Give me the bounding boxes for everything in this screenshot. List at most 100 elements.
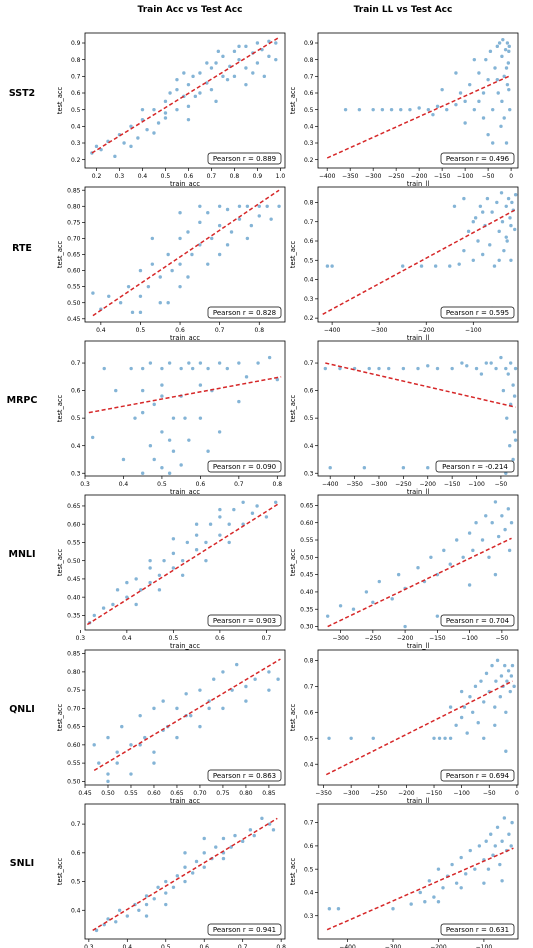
data-point [459,886,463,890]
data-point [426,466,430,470]
data-point [204,540,208,545]
data-point [253,677,257,681]
y-tick-label: 0.40 [300,589,314,596]
data-point [267,54,271,59]
plot-area [318,187,518,322]
x-tick-label: 0.55 [124,790,138,797]
data-point [160,366,164,371]
data-point [454,723,458,727]
y-tick-label: 0.6 [304,843,314,850]
scatter-points [327,816,514,911]
data-point [432,895,436,899]
data-point [187,361,191,365]
y-tick-label: 0.5 [304,415,314,422]
y-tick-label: 0.30 [300,624,314,631]
x-axis-label: train_acc [170,488,200,496]
data-point [92,613,97,618]
x-tick-label: −100 [461,635,478,642]
data-point [481,116,486,120]
data-point [187,438,191,442]
y-axis-label: test_acc [56,549,64,577]
data-point [486,77,490,82]
x-tick-label: −150 [434,173,451,180]
data-point [387,366,391,371]
y-axis-label: test_acc [289,704,297,732]
data-point [198,383,203,387]
x-axis-label: train_ll [407,642,429,650]
data-point [459,715,464,720]
data-point [503,47,508,52]
data-point [218,533,222,537]
data-point [504,366,508,371]
pearson-annotation: Pearson r = 0.828 [213,309,276,317]
data-point [380,107,385,112]
data-point [489,832,493,836]
data-point [167,438,172,442]
data-point [225,366,230,371]
pearson-annotation: Pearson r = 0.889 [213,155,276,163]
data-point [500,514,504,518]
data-point [443,736,447,740]
panel-qnli-ll: −350 −300 −250 −200 −150 −100 −50 0 0.4 0.5 0.6 0.7… [289,649,519,805]
data-point [431,112,435,117]
data-point [217,204,222,208]
data-point [117,908,122,912]
y-tick-label: 0.8 [304,657,314,664]
plot-area [318,495,518,630]
y-tick-label: 0.75 [67,219,81,226]
data-point [198,416,203,420]
y-tick-label: 0.5 [71,415,81,422]
data-point [221,856,226,861]
data-point [136,136,140,140]
x-tick-label: 0.4 [119,481,129,488]
x-tick-label: 0.8 [273,481,283,488]
y-tick-label: 0.2 [304,315,314,322]
x-tick-label: 0.2 [92,173,102,180]
x-axis-label: train_acc [170,180,200,188]
data-point [249,223,254,228]
y-axis-label: test_acc [289,395,297,423]
data-point [448,562,452,566]
data-point [512,394,517,398]
data-point [482,736,486,740]
data-point [507,87,511,92]
y-tick-label: 0.3 [304,913,314,920]
y-tick-label: 0.60 [67,268,81,275]
x-tick-label: 0.80 [239,790,253,797]
data-point [490,210,494,214]
data-point [330,264,334,268]
data-point [499,124,503,129]
y-tick-label: 0.6 [304,90,314,97]
data-point [198,220,202,225]
data-point [336,907,341,911]
data-point [454,881,459,885]
data-point [509,520,514,525]
data-point [484,514,488,518]
data-point [465,364,469,368]
data-point [178,284,182,289]
data-point [144,914,149,918]
data-point [429,555,433,560]
data-point [462,196,466,201]
plot-area [85,650,285,785]
data-point [115,750,119,754]
x-tick-label: −350 [342,173,359,180]
x-tick-label: 0 [515,790,519,797]
x-tick-label: 0.5 [161,173,171,180]
data-point [129,772,133,776]
data-point [250,511,255,515]
data-point [481,91,486,95]
y-tick-label: 0.6 [71,90,81,97]
x-tick-label: 0.45 [78,790,92,797]
axes-frame [317,649,519,786]
data-point [476,239,480,243]
y-tick-label: 0.3 [71,140,81,147]
scatter-points [343,37,512,145]
data-point [148,580,152,585]
data-point [143,735,147,740]
data-point [185,540,190,545]
data-point [511,383,515,387]
x-tick-label: −300 [371,481,388,488]
data-point [510,820,514,825]
data-point [167,471,172,475]
